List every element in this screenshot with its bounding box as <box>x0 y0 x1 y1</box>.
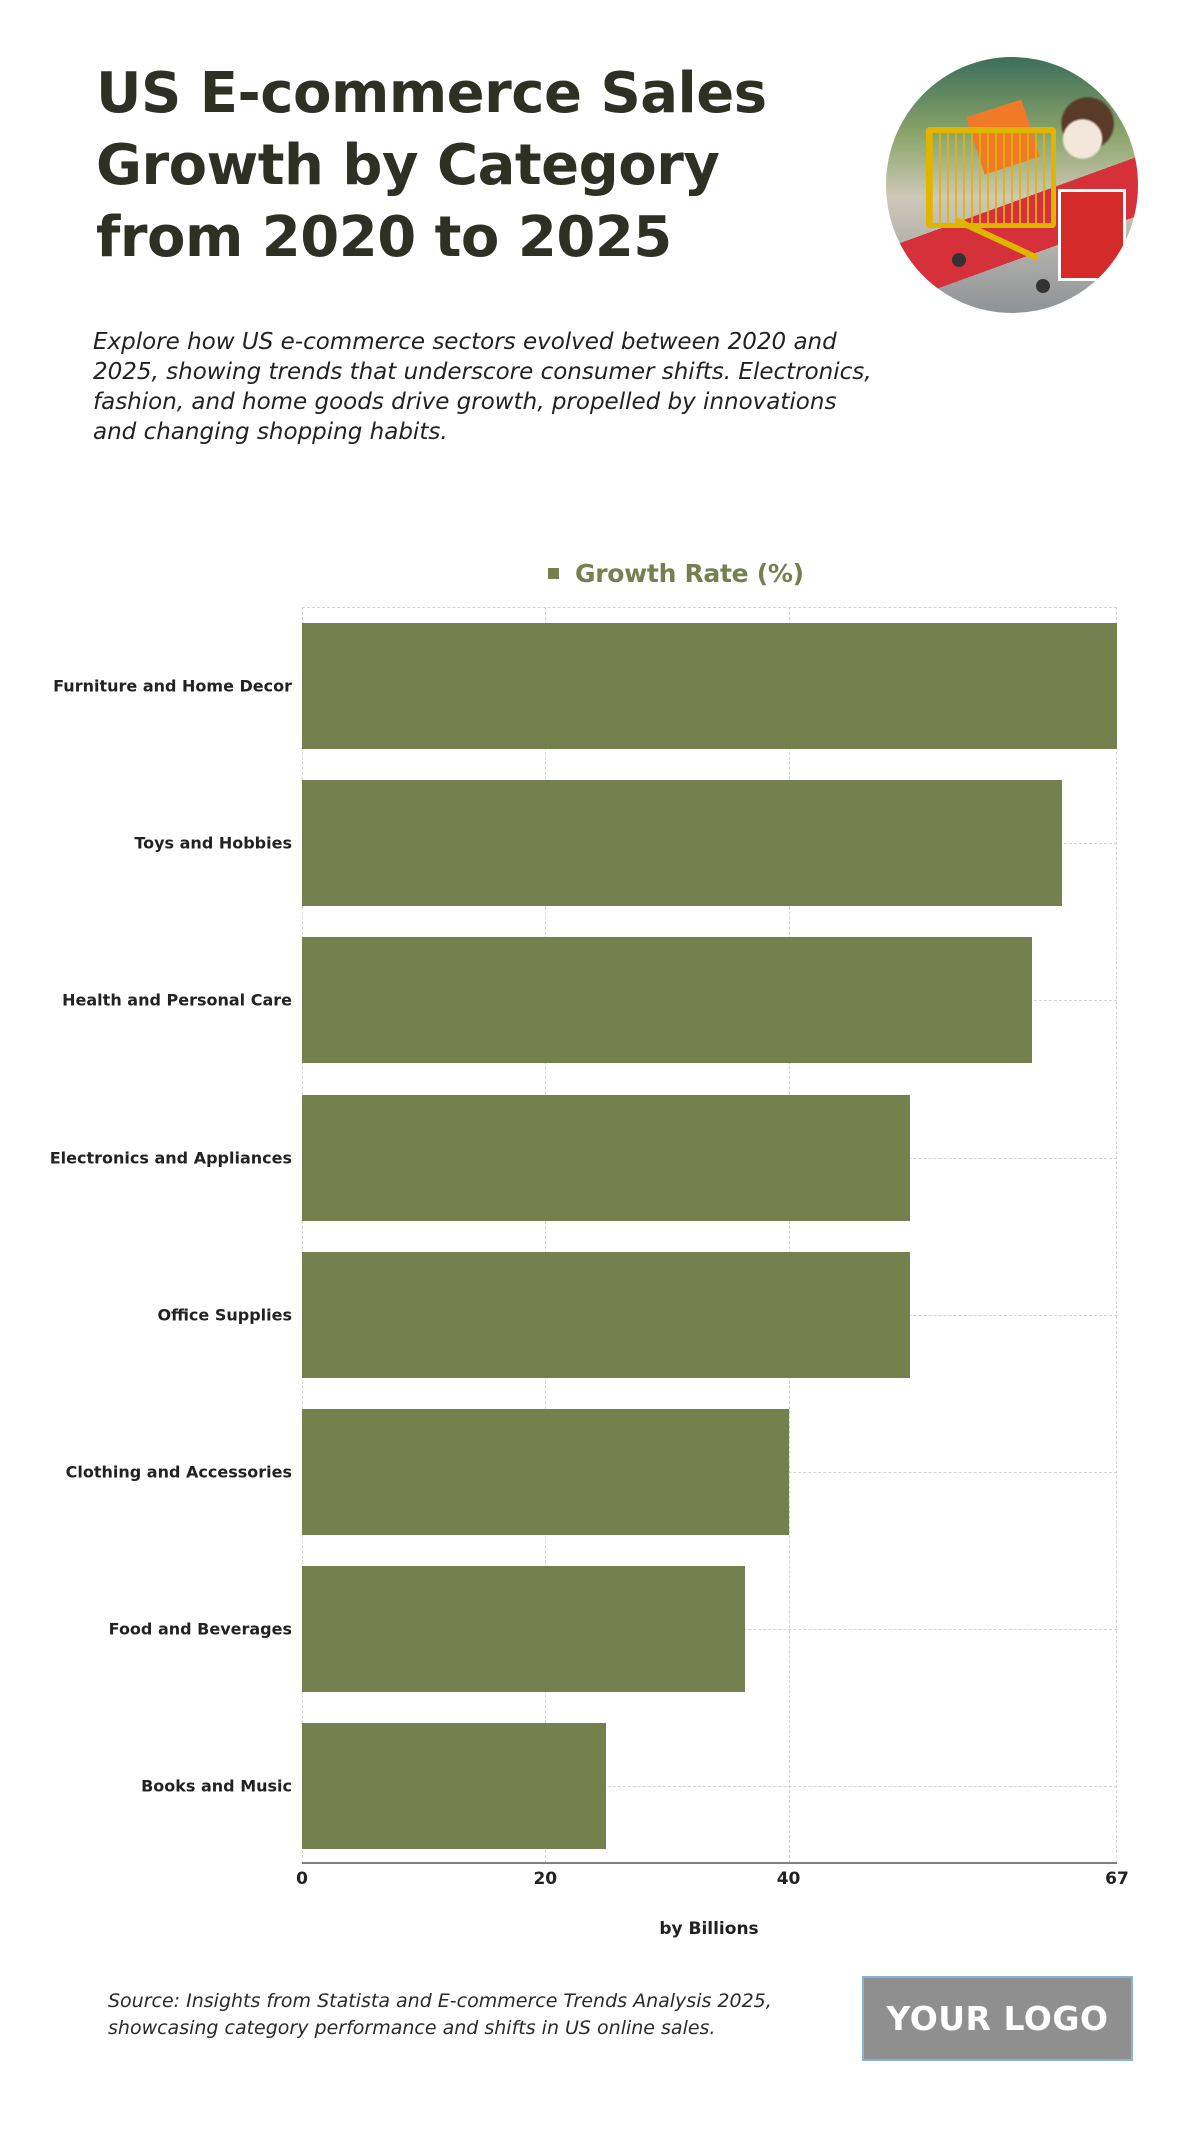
vertical-gridline <box>302 607 303 1863</box>
category-label: Health and Personal Care <box>62 990 292 1010</box>
vertical-gridline <box>1116 607 1117 1863</box>
bar-books-and-music <box>302 1723 607 1850</box>
shopping-cart-icon <box>926 127 1056 228</box>
bar-electronics-and-appliances <box>302 1094 911 1221</box>
x-tick-label: 0 <box>296 1869 308 1889</box>
chart-plot-area <box>302 607 1117 1863</box>
logo-placeholder: YOUR LOGO <box>862 1976 1133 2061</box>
source-note: Source: Insights from Statista and E-com… <box>108 1990 772 2039</box>
bar-toys-and-hobbies <box>302 780 1063 907</box>
category-label: Books and Music <box>141 1776 292 1796</box>
bar-food-and-beverages <box>302 1566 745 1693</box>
x-tick-label: 20 <box>533 1869 558 1889</box>
hero-image-wheel <box>952 253 966 267</box>
legend-label: Growth Rate (%) <box>575 558 804 588</box>
bar-health-and-personal-care <box>302 937 1032 1064</box>
vertical-gridline <box>545 607 547 1863</box>
category-label: Furniture and Home Decor <box>53 676 292 696</box>
bar-clothing-and-accessories <box>302 1409 789 1535</box>
x-axis-line <box>302 1862 1117 1864</box>
category-label: Electronics and Appliances <box>49 1148 292 1168</box>
bar-office-supplies <box>302 1251 911 1378</box>
x-axis-title: by Billions <box>659 1919 759 1939</box>
hero-image-wheel <box>1036 279 1050 293</box>
hero-image <box>886 57 1138 313</box>
category-label: Office Supplies <box>157 1305 292 1325</box>
category-label: Toys and Hobbies <box>134 833 292 853</box>
page-subtitle: Explore how US e-commerce sectors evolve… <box>93 329 872 445</box>
category-label: Food and Beverages <box>108 1619 292 1639</box>
hero-image-box-shape <box>1058 189 1126 281</box>
page-title: US E-commerce Sales Growth by Category f… <box>96 61 767 270</box>
x-tick-label: 67 <box>1105 1869 1129 1889</box>
horizontal-gridline <box>302 1786 1117 1788</box>
top-gridline <box>302 607 1117 608</box>
legend-swatch-icon <box>548 567 559 579</box>
category-label: Clothing and Accessories <box>65 1462 292 1482</box>
x-tick-label: 40 <box>776 1869 801 1889</box>
vertical-gridline <box>788 607 790 1863</box>
bar-furniture-and-home-decor <box>302 623 1117 749</box>
chart-legend: Growth Rate (%) <box>548 556 804 590</box>
